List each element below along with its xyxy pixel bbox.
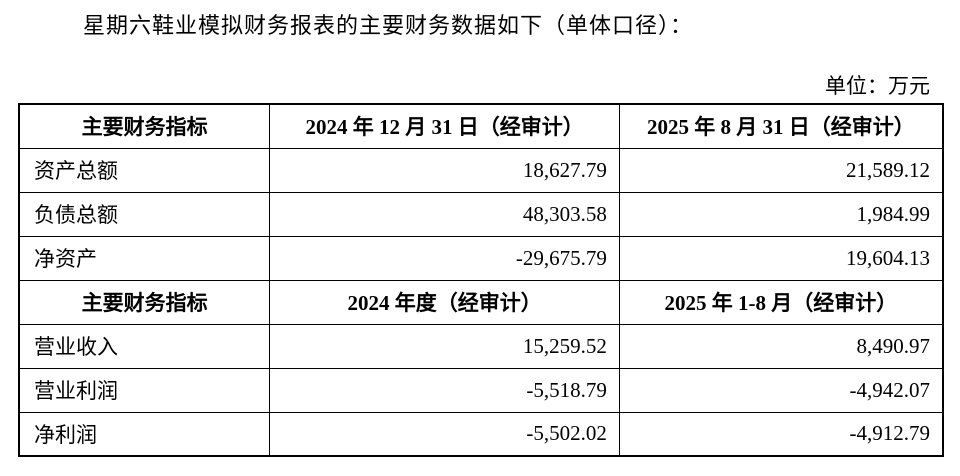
header-cell: 2024 年度（经审计）	[269, 279, 620, 325]
value-cell: -5,518.79	[269, 367, 620, 413]
value-cell: 48,303.58	[269, 191, 620, 237]
header-cell: 2024 年 12 月 31 日（经审计）	[269, 103, 620, 149]
value-cell: -29,675.79	[269, 235, 620, 281]
value-cell: 21,589.12	[618, 147, 944, 193]
row-label: 负债总额	[18, 191, 271, 237]
row-label: 资产总额	[18, 147, 271, 193]
value-cell: -4,912.79	[618, 411, 944, 457]
row-label: 净资产	[18, 235, 271, 281]
intro-text: 星期六鞋业模拟财务报表的主要财务数据如下（单体口径）：	[83, 13, 694, 38]
header-row: 主要财务指标 2024 年 12 月 31 日（经审计） 2025 年 8 月 31…	[18, 103, 944, 149]
header-cell: 2025 年 1-8 月（经审计）	[618, 279, 944, 325]
header-cell: 主要财务指标	[18, 279, 271, 325]
value-cell: -4,942.07	[618, 367, 944, 413]
header-cell: 主要财务指标	[18, 103, 271, 149]
header-cell: 2025 年 8 月 31 日（经审计）	[618, 103, 944, 149]
row-label: 营业收入	[18, 323, 271, 369]
row-label: 净利润	[18, 411, 271, 457]
value-cell: 8,490.97	[618, 323, 944, 369]
financial-table: 主要财务指标 2024 年 12 月 31 日（经审计） 2025 年 8 月 31…	[18, 103, 944, 457]
value-cell: 19,604.13	[618, 235, 944, 281]
header-row: 主要财务指标 2024 年度（经审计） 2025 年 1-8 月（经审计）	[18, 279, 944, 325]
value-cell: 18,627.79	[269, 147, 620, 193]
data-row: 营业收入 15,259.52 8,490.97	[18, 323, 944, 369]
data-row: 净资产 -29,675.79 19,604.13	[18, 235, 944, 281]
data-row: 营业利润 -5,518.79 -4,942.07	[18, 367, 944, 413]
unit-label: 单位：万元	[825, 74, 930, 98]
data-row: 负债总额 48,303.58 1,984.99	[18, 191, 944, 237]
value-cell: 1,984.99	[618, 191, 944, 237]
data-row: 净利润 -5,502.02 -4,912.79	[18, 411, 944, 457]
data-row: 资产总额 18,627.79 21,589.12	[18, 147, 944, 193]
value-cell: -5,502.02	[269, 411, 620, 457]
row-label: 营业利润	[18, 367, 271, 413]
table-body: 主要财务指标 2024 年 12 月 31 日（经审计） 2025 年 8 月 31…	[18, 103, 944, 457]
value-cell: 15,259.52	[269, 323, 620, 369]
